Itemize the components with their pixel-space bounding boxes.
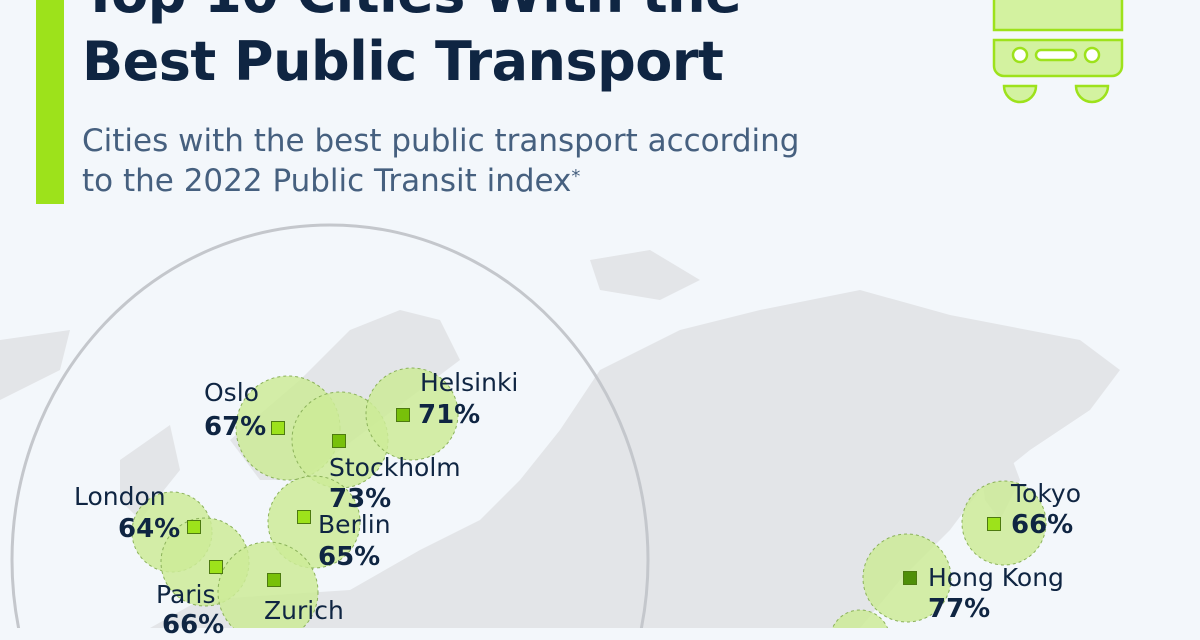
city-label-tokyo: Tokyo	[1011, 479, 1081, 508]
city-value-oslo: 67%	[204, 412, 267, 442]
city-marker-berlin[interactable]	[297, 510, 311, 524]
world-map: Oslo 67% Helsinki 71% Stockholm 73% Lond…	[0, 220, 1200, 640]
footnote-marker: *	[571, 166, 581, 187]
city-marker-london[interactable]	[187, 520, 201, 534]
city-label-hong-kong: Hong Kong	[928, 563, 1064, 592]
city-value-hong-kong: 77%	[928, 594, 991, 624]
city-marker-paris[interactable]	[209, 560, 223, 574]
city-label-oslo: Oslo	[204, 378, 259, 407]
subtitle-line-2: to the 2022 Public Transit index	[82, 163, 572, 199]
city-marker-hong-kong[interactable]	[903, 571, 917, 585]
accent-bar	[36, 0, 64, 204]
title-line-2: Best Public Transport	[82, 30, 724, 93]
subtitle-line-1: Cities with the best public transport ac…	[82, 123, 800, 159]
city-marker-helsinki[interactable]	[396, 408, 410, 422]
city-value-helsinki: 71%	[418, 400, 481, 430]
title-line-1: Top 10 Cities With the	[82, 0, 742, 25]
city-marker-oslo[interactable]	[271, 421, 285, 435]
city-value-london: 64%	[118, 514, 181, 544]
city-value-berlin: 65%	[318, 542, 381, 572]
city-label-paris: Paris	[156, 580, 216, 609]
city-label-berlin: Berlin	[318, 510, 391, 539]
city-label-helsinki: Helsinki	[420, 368, 519, 397]
city-marker-tokyo[interactable]	[987, 517, 1001, 531]
city-marker-stockholm[interactable]	[332, 434, 346, 448]
bus-icon	[992, 0, 1124, 104]
city-label-london: London	[74, 482, 166, 511]
city-marker-zurich[interactable]	[267, 573, 281, 587]
city-value-tokyo: 66%	[1011, 510, 1074, 540]
city-label-stockholm: Stockholm	[329, 453, 461, 482]
city-value-stockholm: 73%	[329, 484, 392, 514]
page-title: Top 10 Cities With the Best Public Trans…	[82, 0, 742, 96]
subtitle: Cities with the best public transport ac…	[82, 121, 962, 201]
map-background	[0, 223, 1120, 628]
city-value-paris: 66%	[162, 610, 225, 640]
city-label-zurich: Zurich	[264, 596, 344, 625]
